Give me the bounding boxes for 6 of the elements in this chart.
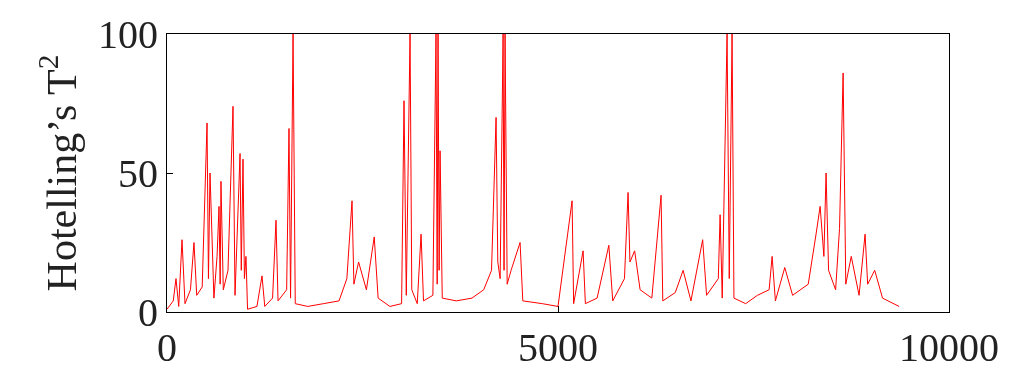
y-tick-label: 100 bbox=[98, 12, 158, 57]
x-tick-label: 5000 bbox=[518, 325, 598, 370]
y-tick-label: 50 bbox=[118, 151, 158, 196]
line-series bbox=[167, 34, 900, 310]
x-tick-label: 10000 bbox=[899, 325, 999, 370]
y-tick-label: 0 bbox=[138, 290, 158, 335]
